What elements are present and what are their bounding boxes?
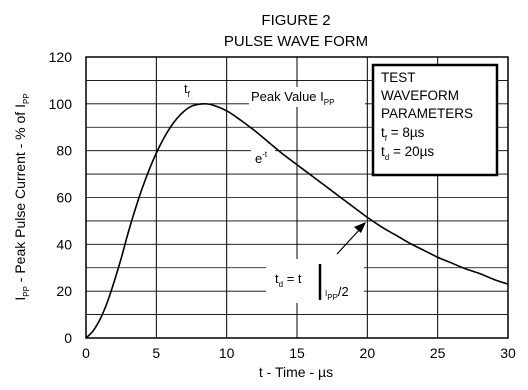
- tf-label: tf: [184, 81, 191, 99]
- decay-label-main: e: [255, 151, 262, 166]
- parameters-line-1: TEST: [381, 70, 416, 85]
- y-tick-label: 40: [56, 236, 72, 252]
- figure-subtitle: PULSE WAVE FORM: [224, 33, 368, 50]
- x-tick-labels: 0 5 10 15 20 25 30: [82, 345, 516, 361]
- y-tick-label: 0: [64, 330, 72, 346]
- td-label-eq: = t: [283, 271, 302, 286]
- peak-value-sub: PP: [324, 98, 335, 107]
- x-tick-label: 25: [430, 345, 446, 361]
- peak-value-text: Peak Value I: [251, 89, 324, 104]
- decay-label-sup: -t: [262, 150, 268, 159]
- parameters-td-value: = 20µs: [389, 144, 434, 159]
- y-tick-label: 80: [56, 143, 72, 159]
- td-label-half: /2: [338, 284, 349, 299]
- y-axis-label-sub1: PP: [22, 286, 31, 297]
- parameters-line-2: WAVEFORM: [381, 88, 459, 103]
- y-axis-label: IPP - Peak Pulse Current - % of IPP: [12, 93, 31, 300]
- y-axis-label-text: - Peak Pulse Current - % of I: [12, 104, 28, 286]
- tf-label-sub: f: [188, 90, 191, 99]
- td-label-ppsub: PP: [327, 293, 338, 302]
- y-tick-label: 20: [56, 283, 72, 299]
- y-tick-label: 100: [49, 96, 73, 112]
- y-tick-label: 120: [49, 49, 73, 65]
- x-tick-label: 5: [152, 345, 160, 361]
- y-tick-labels: 0 20 40 60 80 100 120: [49, 49, 73, 346]
- x-tick-label: 15: [289, 345, 305, 361]
- td-arrow-shaft: [337, 229, 360, 254]
- figure-title: FIGURE 2: [261, 12, 330, 29]
- y-axis-label-sub2: PP: [22, 93, 31, 104]
- x-tick-label: 10: [219, 345, 235, 361]
- x-tick-label: 30: [500, 345, 516, 361]
- parameters-tf-value: = 8µs: [387, 125, 425, 140]
- x-axis-label: t - Time - µs: [259, 364, 333, 380]
- parameters-line-3: PARAMETERS: [381, 106, 473, 121]
- x-tick-label: 0: [82, 345, 90, 361]
- td-arrow-head: [354, 222, 366, 233]
- y-tick-label: 60: [56, 190, 72, 206]
- x-tick-label: 20: [360, 345, 376, 361]
